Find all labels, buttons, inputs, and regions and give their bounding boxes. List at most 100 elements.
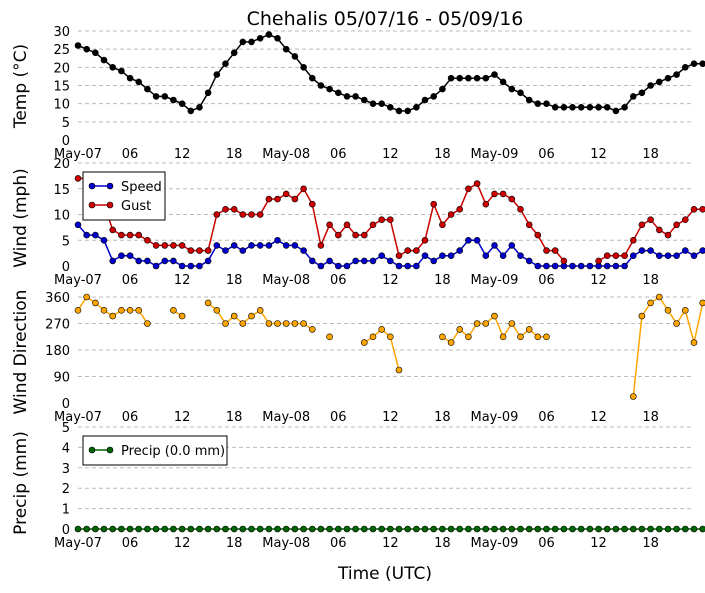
data-point bbox=[482, 525, 490, 533]
data-point bbox=[569, 262, 576, 270]
data-point bbox=[690, 525, 698, 533]
data-point bbox=[74, 306, 82, 314]
y-tick-label: 25 bbox=[53, 43, 70, 58]
data-point bbox=[699, 247, 705, 254]
data-point bbox=[352, 257, 359, 265]
data-point bbox=[378, 100, 386, 107]
data-point bbox=[629, 93, 637, 100]
data-point bbox=[664, 525, 672, 533]
y-tick-label: 20 bbox=[53, 61, 70, 76]
data-point bbox=[690, 206, 698, 213]
data-point bbox=[152, 525, 160, 533]
data-point bbox=[456, 326, 464, 333]
x-tick-label: 12 bbox=[382, 536, 399, 551]
data-point bbox=[439, 85, 446, 93]
data-point bbox=[343, 262, 351, 270]
y-tick-label: 0 bbox=[62, 523, 70, 538]
data-point bbox=[239, 247, 247, 254]
data-point bbox=[378, 525, 386, 533]
data-point bbox=[690, 339, 698, 346]
data-point bbox=[681, 525, 689, 533]
data-point bbox=[491, 312, 498, 320]
y-tick-label: 0 bbox=[62, 397, 70, 412]
data-point bbox=[126, 525, 134, 533]
data-point bbox=[274, 195, 281, 203]
data-point bbox=[92, 299, 99, 307]
x-tick-label: 12 bbox=[590, 273, 607, 288]
data-point bbox=[447, 74, 455, 82]
legend: Precip (0.0 mm) bbox=[82, 435, 228, 466]
data-point bbox=[699, 206, 705, 213]
y-tick-label: 5 bbox=[62, 421, 70, 436]
data-point bbox=[178, 312, 186, 320]
data-point bbox=[447, 211, 455, 218]
data-point bbox=[291, 320, 299, 327]
data-point bbox=[222, 320, 229, 327]
data-point bbox=[569, 525, 576, 533]
data-point bbox=[499, 78, 507, 86]
data-point bbox=[386, 525, 394, 533]
data-point bbox=[577, 104, 585, 111]
data-point bbox=[699, 525, 705, 533]
data-point bbox=[282, 320, 290, 327]
data-point bbox=[621, 252, 628, 259]
legend-entry: Gust bbox=[121, 199, 151, 214]
x-tick-label: May-08 bbox=[262, 273, 310, 288]
data-point bbox=[83, 231, 90, 239]
data-point bbox=[126, 252, 134, 259]
data-point bbox=[291, 53, 299, 60]
data-point bbox=[508, 242, 516, 249]
data-point bbox=[638, 525, 646, 533]
legend-swatch-marker bbox=[88, 446, 96, 454]
data-point bbox=[413, 262, 420, 270]
data-point bbox=[135, 231, 142, 239]
data-point bbox=[334, 525, 342, 533]
data-point bbox=[300, 525, 307, 533]
data-point bbox=[92, 49, 99, 57]
data-point bbox=[92, 525, 99, 533]
data-point bbox=[413, 247, 420, 254]
data-point bbox=[569, 104, 576, 111]
data-point bbox=[430, 257, 438, 265]
data-point bbox=[621, 104, 628, 111]
data-point bbox=[161, 257, 169, 265]
data-point bbox=[482, 252, 490, 259]
data-point bbox=[308, 74, 316, 82]
data-point bbox=[413, 104, 420, 111]
data-point bbox=[83, 525, 90, 533]
data-point bbox=[404, 262, 412, 270]
data-point bbox=[543, 247, 550, 254]
data-point bbox=[690, 60, 698, 68]
data-point bbox=[595, 104, 602, 111]
data-point bbox=[621, 525, 628, 533]
data-point bbox=[204, 525, 212, 533]
data-point bbox=[439, 333, 446, 341]
data-point bbox=[213, 242, 221, 249]
data-point bbox=[135, 525, 142, 533]
x-tick-label: 06 bbox=[330, 273, 347, 288]
x-tick-label: May-08 bbox=[262, 536, 310, 551]
data-point bbox=[577, 525, 585, 533]
x-tick-label: 18 bbox=[642, 147, 659, 162]
data-point bbox=[404, 107, 412, 115]
data-point bbox=[673, 525, 680, 533]
chart-title: Chehalis 05/07/16 - 05/09/16 bbox=[247, 8, 524, 30]
y-tick-label: 15 bbox=[53, 80, 70, 95]
series-temp bbox=[74, 31, 705, 115]
x-tick-label: 06 bbox=[538, 410, 555, 425]
data-point bbox=[274, 34, 281, 42]
data-point bbox=[551, 104, 559, 111]
data-point bbox=[482, 320, 490, 327]
x-tick-label: 12 bbox=[590, 410, 607, 425]
data-point bbox=[465, 74, 472, 82]
data-point bbox=[256, 242, 264, 249]
data-point bbox=[369, 525, 377, 533]
data-point bbox=[152, 93, 160, 100]
data-point bbox=[465, 185, 472, 193]
data-point bbox=[74, 42, 82, 49]
data-point bbox=[256, 211, 264, 218]
data-point bbox=[543, 333, 550, 341]
data-point bbox=[647, 82, 654, 89]
